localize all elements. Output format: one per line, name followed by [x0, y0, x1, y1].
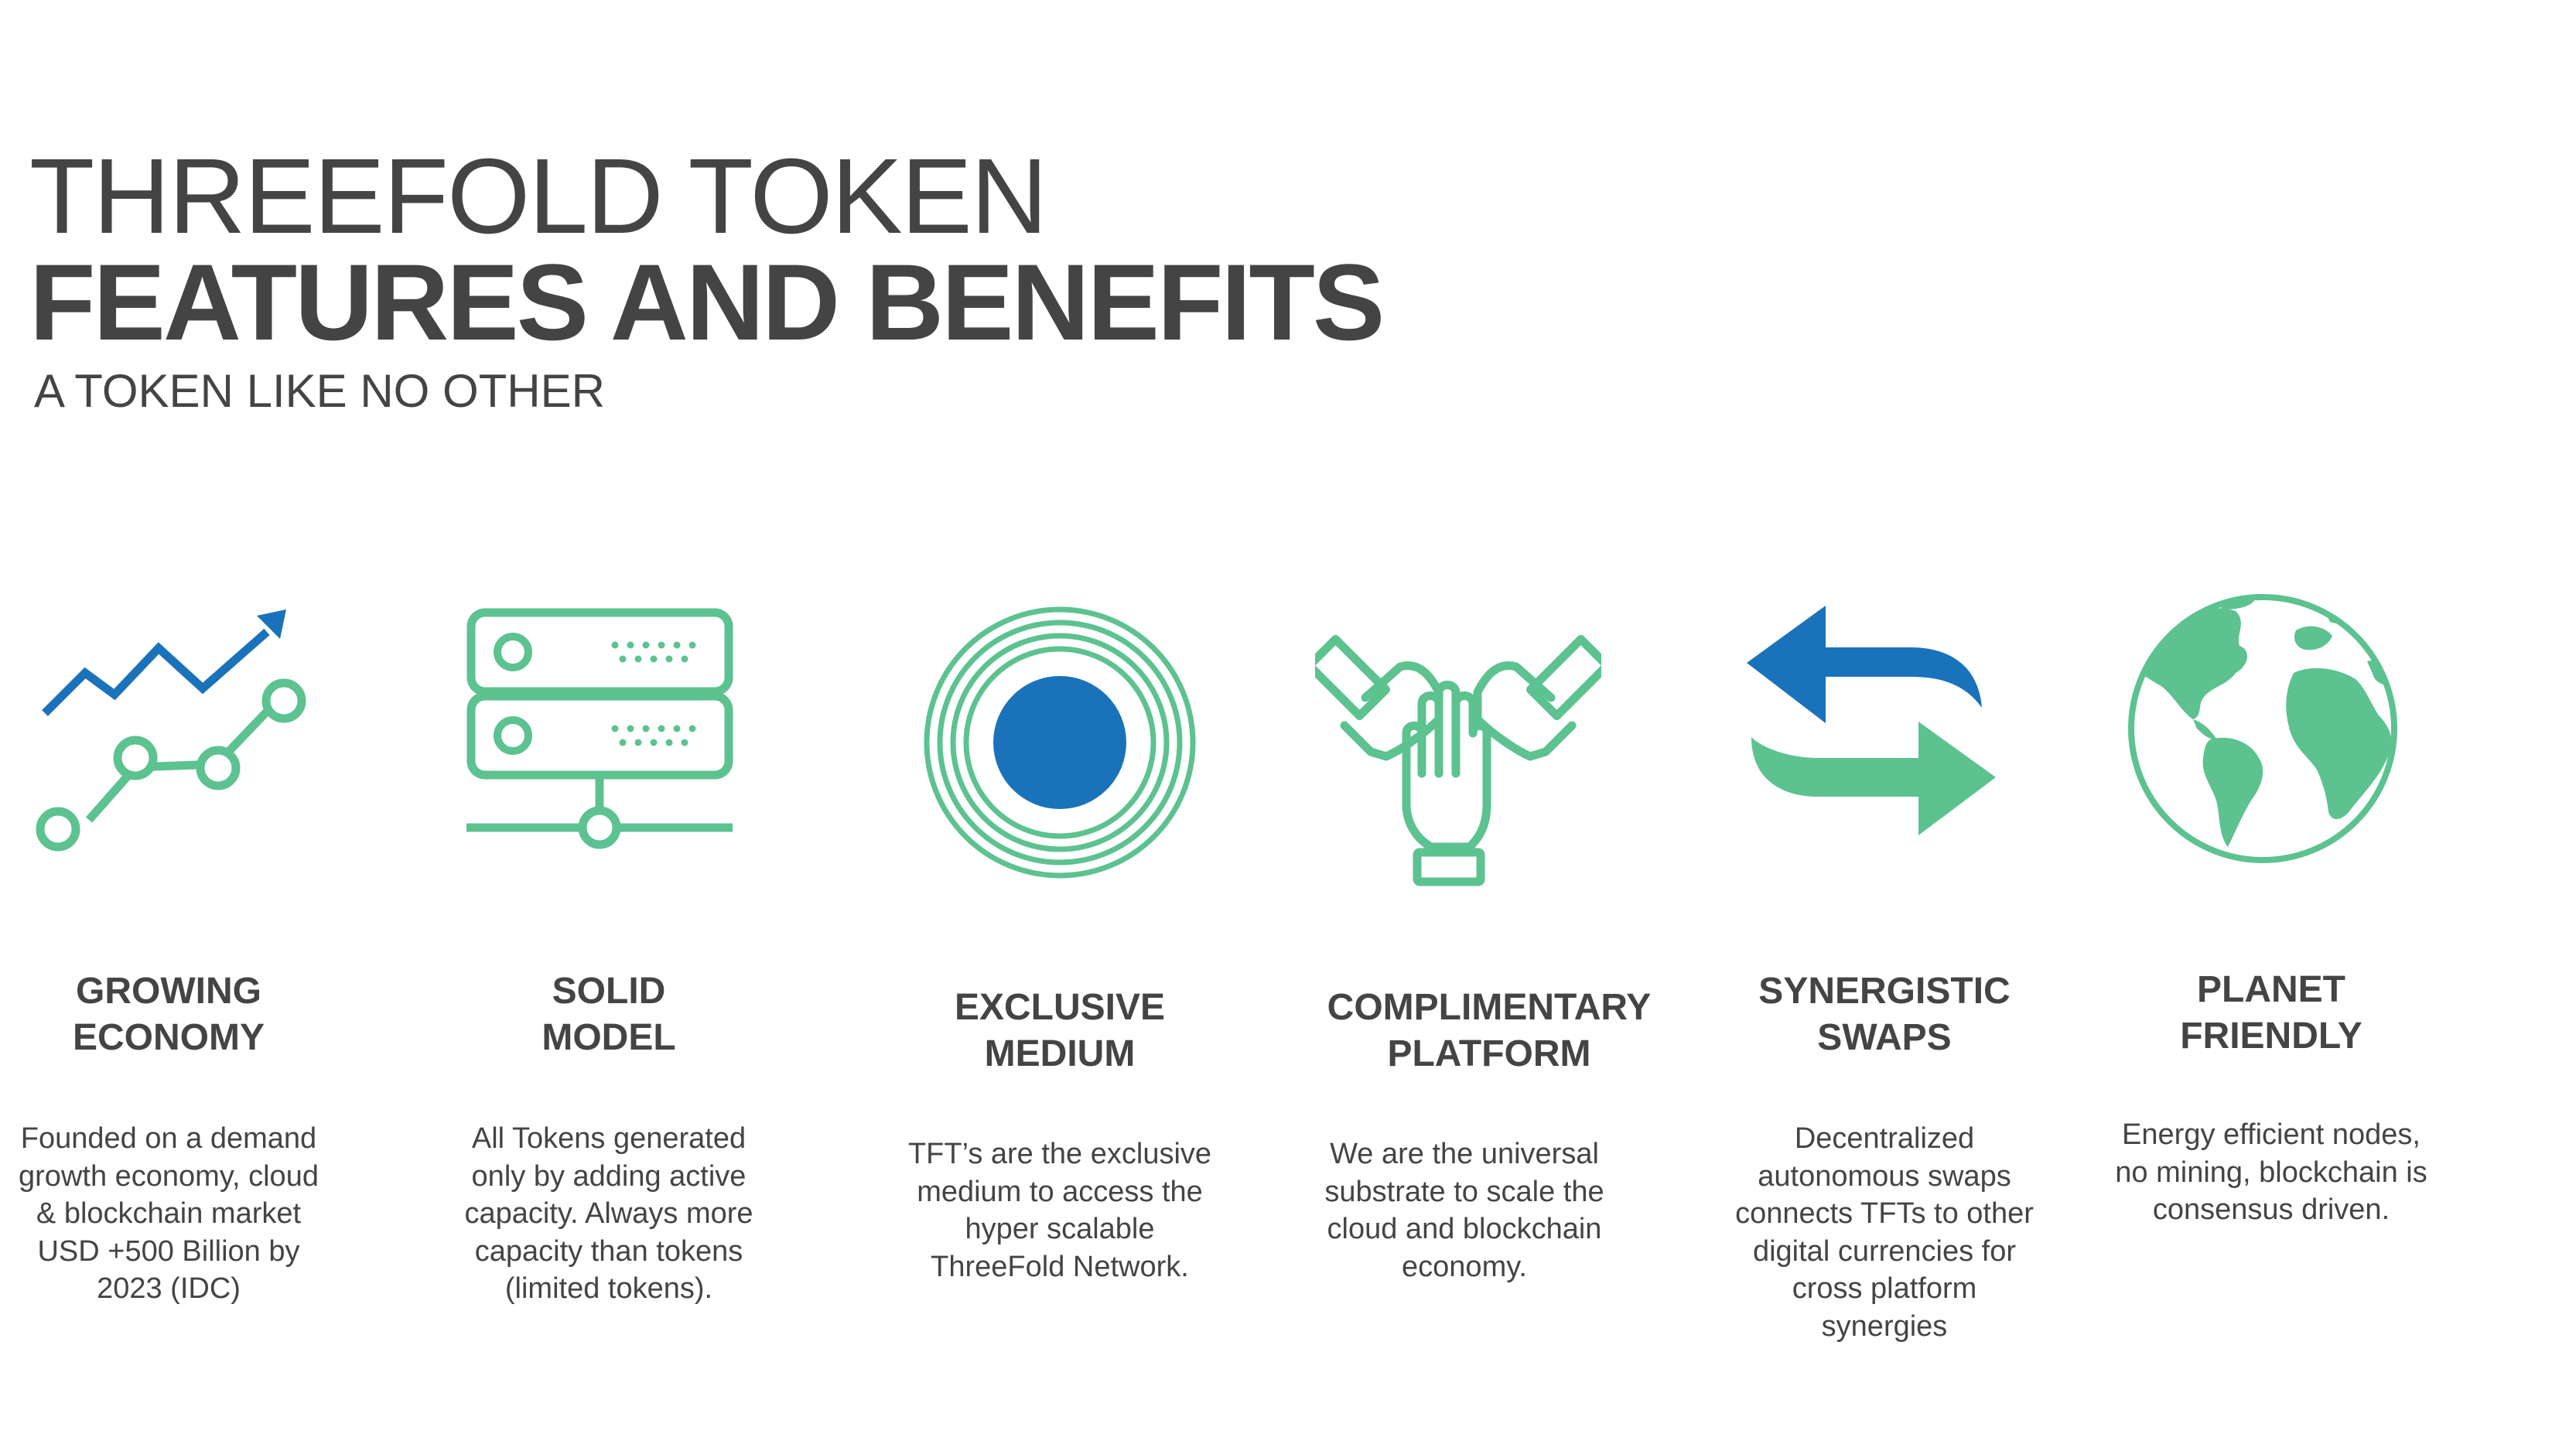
page-subtitle: A TOKEN LIKE NO OTHER — [34, 365, 605, 417]
feature-title-growing-economy: GROWING ECONOMY — [72, 971, 265, 1058]
feature-desc-synergistic-swaps: Decentralized autonomous swaps connects … — [1735, 1122, 2034, 1343]
feature-desc-solid-model: All Tokens generated only by adding acti… — [464, 1122, 753, 1305]
feature-title-solid-model: SOLID MODEL — [542, 971, 676, 1058]
feature-desc-complimentary-platform: We are the universal substrate to scale … — [1324, 1138, 1604, 1283]
growth-chart-icon — [36, 609, 306, 852]
feature-title-complimentary-platform: COMPLIMENTARY PLATFORM — [1327, 987, 1652, 1074]
page-title-line1: THREEFOLD TOKEN — [29, 137, 1048, 256]
feature-title-synergistic-swaps: SYNERGISTIC SWAPS — [1758, 971, 2011, 1058]
globe-icon — [2128, 594, 2397, 863]
feature-title-exclusive-medium: EXCLUSIVE MEDIUM — [954, 987, 1166, 1074]
team-hands-icon — [1315, 635, 1601, 886]
swap-arrows-icon — [1747, 606, 1996, 835]
target-circle-icon — [924, 606, 1196, 879]
feature-desc-exclusive-medium: TFT’s are the exclusive medium to access… — [907, 1138, 1212, 1283]
page-title-line2: FEATURES AND BENEFITS — [29, 241, 1385, 363]
title-block: THREEFOLD TOKEN FEATURES AND BENEFITS A … — [29, 137, 1385, 418]
feature-desc-growing-economy: Founded on a demand growth economy, clou… — [19, 1122, 319, 1305]
server-icon — [466, 608, 733, 849]
feature-title-planet-friendly: PLANET FRIENDLY — [2180, 969, 2362, 1057]
feature-desc-planet-friendly: Energy efficient nodes, no mining, block… — [2115, 1118, 2427, 1226]
